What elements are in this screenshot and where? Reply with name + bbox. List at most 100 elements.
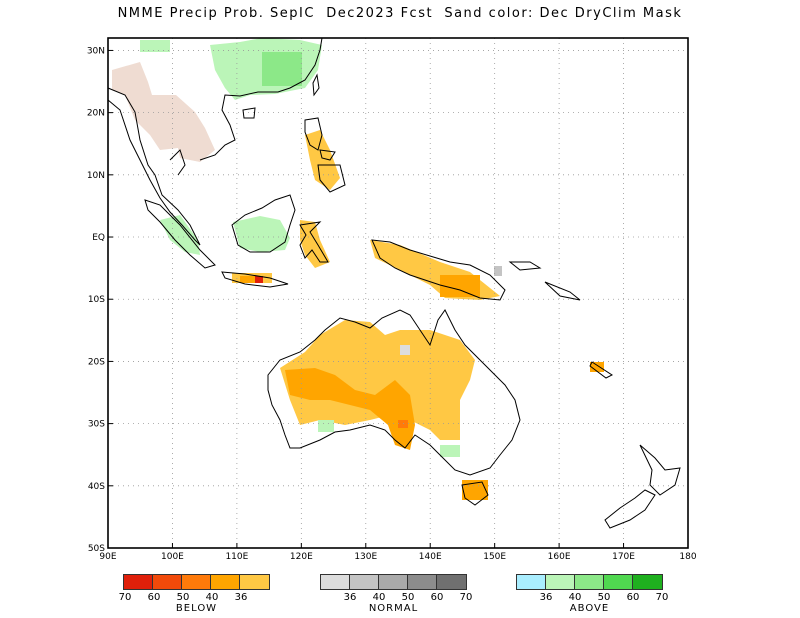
coastline-nz-north [639, 444, 681, 496]
legend-normal-tick-label: 40 [372, 592, 386, 603]
y-tick-label: 10S [88, 295, 105, 305]
below-region-new-guinea-orange [440, 275, 480, 297]
legend-above-swatch [517, 575, 546, 589]
legend-above-swatch [604, 575, 633, 589]
y-tick-label: 50S [88, 544, 105, 554]
y-tick-label: EQ [92, 233, 105, 243]
above-block-sw-australia [318, 420, 334, 432]
normal-block-australia [400, 345, 410, 355]
x-tick-label: 150E [483, 552, 506, 562]
legend-below-label: BELOW [175, 603, 218, 614]
x-tick-label: 170E [612, 552, 635, 562]
below-region-tasmania [462, 480, 488, 500]
legend-below-swatch [124, 575, 153, 589]
legend-normal: 36 40 50 60 70 NORMAL [320, 574, 473, 614]
x-tick-label: 180 [679, 552, 696, 562]
legend-normal-tick-label: 70 [459, 592, 473, 603]
legend-normal-tick-label: 36 [343, 592, 357, 603]
coastline-java [221, 271, 289, 288]
below-region-java-red [255, 276, 263, 283]
plot-frame [107, 37, 689, 549]
coastline-sulawesi [299, 221, 329, 263]
coastline-new-guinea [371, 239, 506, 301]
map-title: NMME Precip Prob. SepIC Dec2023 Fcst San… [117, 6, 683, 21]
above-region-borneo [233, 216, 290, 252]
legend-above-tick-label: 50 [597, 592, 611, 603]
legend-below-tick-label: 40 [205, 592, 219, 603]
coastline-mindanao [317, 164, 346, 193]
coastline-hainan [242, 107, 256, 119]
forecast-shading [112, 38, 604, 500]
y-tick-label: 40S [88, 482, 105, 492]
legend-normal-label: NORMAL [368, 603, 419, 614]
legend-above-swatch [633, 575, 662, 589]
coastlines [107, 37, 681, 529]
legend-normal-swatches [320, 574, 467, 590]
y-tick-label: 10N [87, 171, 105, 181]
legend-below-tick-label: 60 [147, 592, 161, 603]
x-tick-label: 130E [354, 552, 377, 562]
legend-above-label: ABOVE [569, 603, 610, 614]
graticule [108, 38, 688, 548]
sand-region-indochina [112, 62, 215, 162]
legend-above-tick-label: 40 [568, 592, 582, 603]
legend-normal-ticks: 36 40 50 60 70 [320, 592, 473, 604]
legend-above-swatch [546, 575, 575, 589]
legend-below-swatch [240, 575, 269, 589]
legend-above-tick-label: 60 [626, 592, 640, 603]
legend-below-swatch [182, 575, 211, 589]
normal-block-png [494, 266, 502, 276]
legend-below-tick-label: 36 [234, 592, 248, 603]
legend-above-tick-label: 70 [655, 592, 669, 603]
legend-normal-tick-label: 50 [401, 592, 415, 603]
x-tick-label: 110E [225, 552, 248, 562]
coastline-luzon [304, 117, 323, 151]
x-tick-label: 140E [419, 552, 442, 562]
legend-below-ticks: 70 60 50 40 36 [119, 592, 270, 604]
below-region-sulawesi [300, 220, 330, 268]
legend-above-swatches [516, 574, 663, 590]
legend-above-ticks: 36 40 50 60 70 [516, 592, 669, 604]
coastline-asia [107, 37, 323, 246]
below-region-australia-orange [285, 368, 415, 450]
legend-above-swatch [575, 575, 604, 589]
above-region-sumatra [160, 215, 200, 255]
legend-below-swatch [211, 575, 240, 589]
coastline-tasmania [461, 481, 489, 506]
legend-normal-swatch [350, 575, 379, 589]
below-region-java-orange [240, 276, 262, 283]
legend-below-swatches [123, 574, 270, 590]
y-tick-label: 30N [87, 46, 105, 56]
legend-below: 70 60 50 40 36 BELOW [119, 574, 270, 614]
y-tick-label: 20N [87, 109, 105, 119]
y-tick-label: 30S [88, 420, 105, 430]
legend-normal-swatch [321, 575, 350, 589]
x-tick-label: 100E [161, 552, 184, 562]
below-region-vanuatu [590, 362, 604, 372]
x-tick-label: 90E [99, 552, 116, 562]
y-axis-labels: 30N 20N 10N EQ 10S 20S 30S 40S 50S [87, 46, 113, 554]
x-tick-label: 120E [290, 552, 313, 562]
legend-normal-swatch [408, 575, 437, 589]
legend-below-tick-label: 70 [118, 592, 132, 603]
legend-below-swatch [153, 575, 182, 589]
coastline-visayas [319, 149, 336, 161]
legend-above-tick-label: 36 [539, 592, 553, 603]
below-region-australia [280, 320, 475, 440]
legend-above: 36 40 50 60 70 ABOVE [516, 574, 669, 614]
y-tick-label: 20S [88, 357, 105, 367]
coastline-new-caledonia [589, 361, 614, 379]
coastline-borneo [231, 194, 296, 253]
legend-normal-tick-label: 60 [430, 592, 444, 603]
above-block-tibet [140, 40, 170, 52]
above-region-south-china-strong [262, 52, 302, 86]
coastline-solomons [544, 281, 581, 301]
x-tick-label: 160E [548, 552, 571, 562]
below-region-philippines [305, 130, 340, 190]
coastline-taiwan [312, 73, 320, 97]
legend-normal-swatch [379, 575, 408, 589]
coastline-sumatra [144, 199, 216, 269]
x-axis-labels: 90E 100E 110E 120E 130E 140E 150E 160E 170E 180 [99, 543, 697, 562]
legend-below-tick-label: 50 [176, 592, 190, 603]
